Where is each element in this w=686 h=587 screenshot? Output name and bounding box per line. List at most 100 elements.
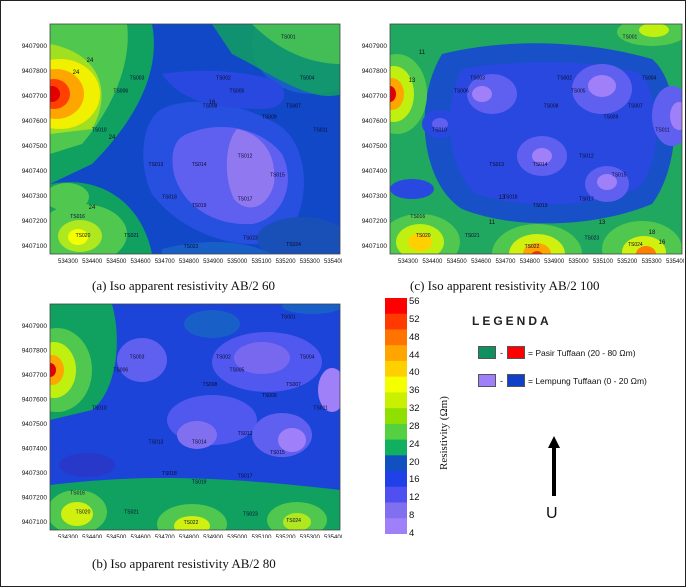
station-label: TS008: [203, 382, 218, 388]
caption-a: (a) Iso apparent resistivity AB/2 60: [92, 278, 276, 293]
station-label: TS019: [533, 203, 548, 209]
station-label: TS001: [623, 34, 638, 40]
station-label: TS008: [203, 104, 218, 110]
y-tick-label: 9407300: [22, 193, 48, 200]
station-label: TS024: [628, 242, 643, 248]
y-tick-label: 9407500: [362, 143, 388, 150]
y-tick-label: 9407200: [22, 218, 48, 225]
x-tick-label: 535300: [642, 259, 663, 265]
contour-label: 13: [499, 195, 506, 201]
station-label: TS018: [162, 194, 177, 200]
x-tick-label: 534700: [155, 259, 176, 265]
station-label: TS003: [470, 76, 485, 82]
legend-row-pasir: - = Pasir Tuffaan (20 - 80 Ωm): [478, 346, 636, 359]
station-label: TS024: [286, 518, 301, 524]
station-label: TS017: [238, 473, 253, 479]
y-tick-label: 9407700: [22, 372, 48, 379]
station-label: TS021: [465, 233, 480, 239]
station-label: TS012: [579, 153, 594, 159]
colorbar-segment: [385, 423, 407, 441]
y-tick-label: 9407100: [22, 243, 48, 250]
station-label: TS010: [92, 406, 107, 412]
station-labels-a: TS001 TS002 TS003 TS004 TS005 TS006 TS007 TS008…: [70, 34, 328, 250]
y-tick-label: 9407900: [22, 323, 48, 330]
station-label: TS004: [300, 76, 315, 82]
station-label: TS017: [238, 196, 253, 202]
colorbar-segment: [385, 360, 407, 378]
station-label: TS023: [243, 235, 258, 241]
station-label: TS020: [416, 233, 431, 239]
x-tick-label: 534500: [106, 259, 127, 265]
station-label: TS015: [612, 173, 627, 179]
station-label: TS011: [313, 127, 328, 133]
y-tick-label: 9407700: [362, 93, 388, 100]
x-tick-label: 535000: [227, 259, 248, 265]
colorbar-tick-label: 56: [409, 296, 420, 307]
station-label: TS015: [270, 173, 285, 179]
contour-map-c: 9407900 9407800 9407700 9407600 9407500 94074…: [362, 23, 686, 265]
y-tick-label: 9407400: [22, 446, 48, 453]
colorbar-segment: [385, 518, 407, 534]
colorbar-segment: [385, 329, 407, 346]
station-label: TS012: [238, 431, 253, 437]
station-label: TS013: [489, 162, 504, 168]
station-label: TS010: [92, 127, 107, 133]
resistivity-colorbar: [385, 298, 407, 534]
caption-b: (b) Iso apparent resistivity AB/2 80: [92, 556, 276, 571]
y-tick-label: 9407700: [22, 93, 48, 100]
station-label: TS009: [262, 114, 277, 120]
colorbar-tick-label: 4: [409, 528, 415, 539]
x-tick-label: 534900: [544, 259, 565, 265]
y-axis-ticks-a: 9407900 9407800 9407700 9407600 9407500 94074…: [22, 43, 48, 250]
colorbar-tick-label: 8: [409, 510, 415, 522]
colorbar-segment: [385, 486, 407, 504]
colorbar-tick-label: 48: [409, 331, 420, 343]
station-label: TS007: [628, 104, 643, 110]
y-tick-label: 9407100: [362, 243, 388, 250]
station-label: TS014: [533, 162, 548, 168]
x-tick-label: 535200: [276, 259, 297, 265]
y-tick-label: 9407600: [362, 118, 388, 125]
station-label: TS015: [270, 450, 285, 456]
x-tick-label: 535000: [569, 259, 590, 265]
x-axis-ticks-c: 534300 534400 534500 534600 534700 534800 5349…: [398, 259, 686, 265]
station-label: TS003: [130, 355, 145, 361]
station-label: TS023: [584, 235, 599, 241]
station-label: TS006: [454, 88, 469, 94]
station-label: TS021: [124, 509, 139, 515]
contour-label: 13: [409, 78, 416, 84]
colorbar-segment: [385, 439, 407, 456]
y-tick-label: 9407800: [22, 348, 48, 355]
y-tick-label: 9407400: [362, 168, 388, 175]
colorbar-tick-label: 28: [409, 420, 420, 432]
station-label: TS002: [216, 76, 231, 82]
x-axis-ticks-b: 534300 534400 534500 534600 534700 534800 5349…: [58, 535, 345, 541]
contour-label: 24: [73, 70, 80, 76]
x-tick-label: 535400: [324, 535, 342, 538]
station-label: TS022: [184, 520, 199, 526]
contour-label: 24: [89, 205, 96, 211]
legend-row-lempung: - = Lempung Tuffaan (0 - 20 Ωm): [478, 374, 647, 387]
north-label: U: [546, 505, 558, 522]
station-label: TS022: [525, 244, 540, 250]
x-tick-label: 534600: [131, 535, 152, 538]
contour-label: 16: [659, 240, 666, 246]
caption-c: (c) Iso apparent resistivity AB/2 100: [410, 278, 600, 293]
station-label: TS016: [70, 214, 85, 220]
x-tick-label: 534900: [203, 259, 224, 265]
x-tick-label: 534800: [179, 535, 200, 538]
y-axis-ticks-c: 9407900 9407800 9407700 9407600 9407500 94074…: [362, 43, 388, 250]
legend-swatch: [507, 374, 525, 387]
colorbar-tick-label: 36: [409, 385, 420, 397]
x-tick-label: 535300: [300, 259, 321, 265]
legend-title: LEGENDA: [472, 314, 552, 328]
x-tick-label: 535100: [251, 535, 272, 538]
station-label: TS013: [149, 162, 164, 168]
station-label: TS014: [192, 439, 207, 445]
y-tick-label: 9407500: [22, 421, 48, 428]
station-label: TS018: [503, 194, 518, 200]
station-label: TS006: [113, 88, 128, 94]
x-tick-label: 534300: [58, 535, 79, 538]
contour-map-b: 9407900 9407800 9407700 9407600 9407500 94074…: [22, 303, 345, 541]
colorbar-title: Resistivity (Ωm): [438, 396, 450, 470]
